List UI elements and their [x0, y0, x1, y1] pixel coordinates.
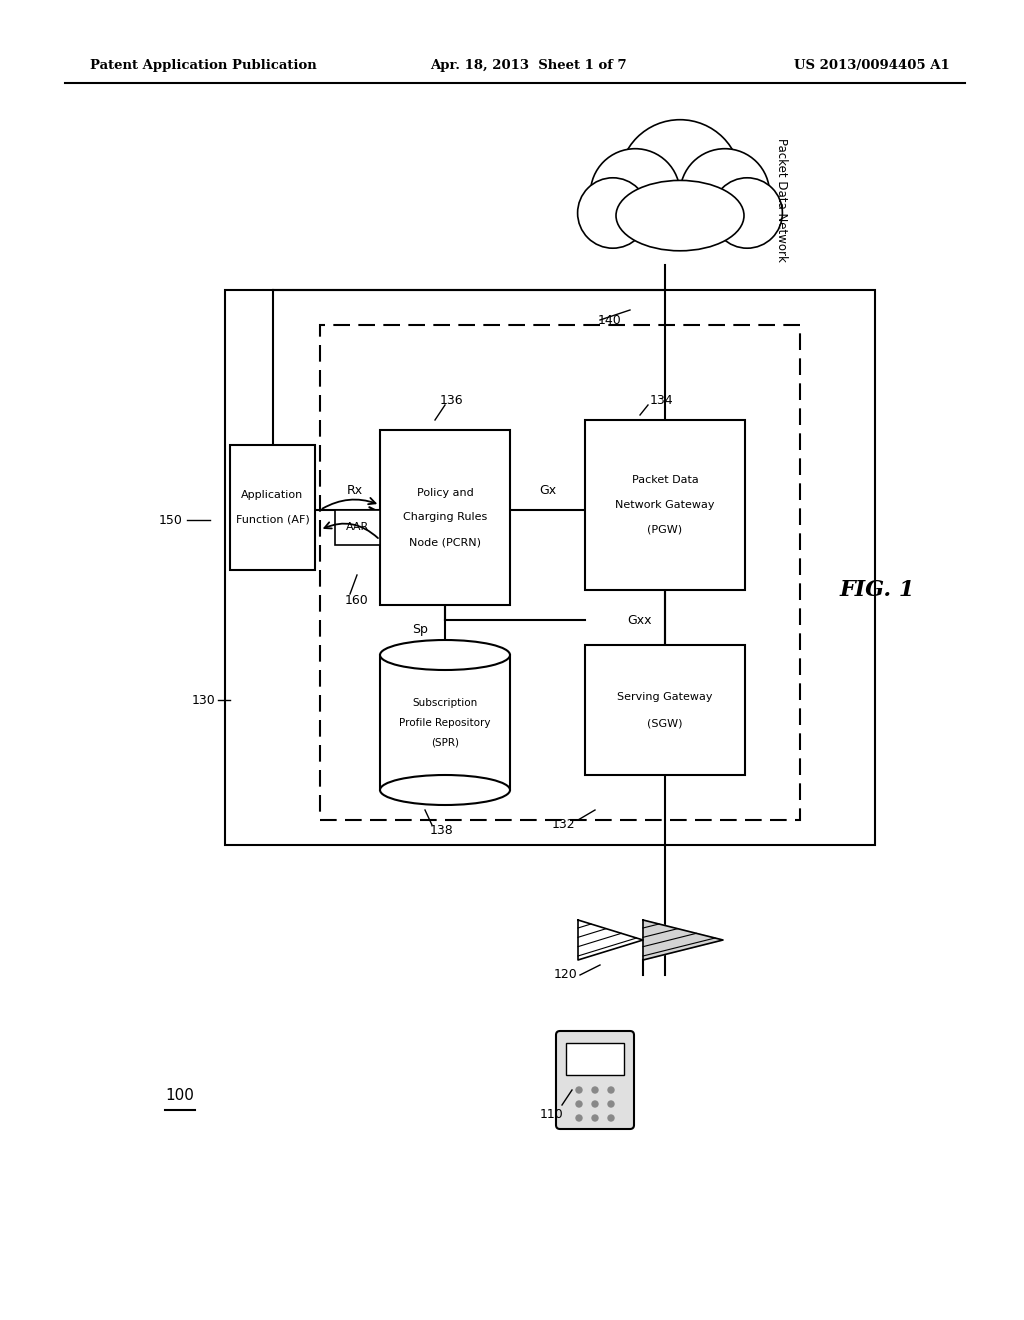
- Text: Serving Gateway: Serving Gateway: [617, 692, 713, 702]
- Text: 100: 100: [165, 1088, 194, 1102]
- Circle shape: [592, 1115, 598, 1121]
- Text: 150: 150: [159, 513, 183, 527]
- Bar: [566, 1043, 624, 1074]
- Text: Rx: Rx: [347, 483, 364, 496]
- Bar: [585, 420, 745, 590]
- Text: Apr. 18, 2013  Sheet 1 of 7: Apr. 18, 2013 Sheet 1 of 7: [430, 58, 627, 71]
- Ellipse shape: [712, 178, 782, 248]
- Text: 120: 120: [553, 969, 577, 982]
- Text: Patent Application Publication: Patent Application Publication: [90, 58, 316, 71]
- Text: (SGW): (SGW): [647, 718, 683, 729]
- Text: Packet Data Network: Packet Data Network: [775, 139, 788, 261]
- Text: Packet Data: Packet Data: [632, 475, 698, 484]
- Text: Policy and: Policy and: [417, 487, 473, 498]
- Ellipse shape: [591, 149, 680, 239]
- Text: 130: 130: [191, 693, 215, 706]
- Circle shape: [608, 1086, 614, 1093]
- Circle shape: [575, 1115, 582, 1121]
- Text: Gxx: Gxx: [628, 614, 652, 627]
- Text: 136: 136: [440, 393, 464, 407]
- Ellipse shape: [578, 178, 648, 248]
- Text: FIG. 1: FIG. 1: [840, 579, 915, 601]
- Text: 132: 132: [551, 818, 575, 832]
- Bar: [380, 655, 510, 789]
- Text: Subscription: Subscription: [413, 697, 477, 708]
- FancyArrowPatch shape: [325, 523, 378, 539]
- Text: US 2013/0094405 A1: US 2013/0094405 A1: [795, 58, 950, 71]
- Bar: [380, 430, 510, 605]
- Ellipse shape: [380, 775, 510, 805]
- Circle shape: [608, 1115, 614, 1121]
- Text: 140: 140: [598, 314, 622, 326]
- Text: 134: 134: [650, 393, 674, 407]
- Bar: [225, 290, 874, 845]
- Bar: [319, 325, 800, 820]
- Text: (PGW): (PGW): [647, 525, 683, 535]
- Text: Profile Repository: Profile Repository: [399, 718, 490, 727]
- Text: Gx: Gx: [540, 483, 557, 496]
- FancyBboxPatch shape: [556, 1031, 634, 1129]
- Circle shape: [592, 1086, 598, 1093]
- Bar: [230, 445, 315, 570]
- Ellipse shape: [380, 640, 510, 671]
- Polygon shape: [578, 920, 643, 960]
- Text: Sp: Sp: [412, 623, 428, 636]
- Polygon shape: [643, 920, 723, 960]
- Circle shape: [575, 1101, 582, 1107]
- Text: 110: 110: [540, 1109, 564, 1122]
- Text: Charging Rules: Charging Rules: [402, 512, 487, 523]
- Circle shape: [575, 1086, 582, 1093]
- Bar: [335, 510, 380, 545]
- Text: Node (PCRN): Node (PCRN): [409, 537, 481, 548]
- Ellipse shape: [620, 120, 740, 242]
- Text: Application: Application: [242, 491, 304, 500]
- Text: (SPR): (SPR): [431, 738, 459, 747]
- Circle shape: [608, 1101, 614, 1107]
- FancyArrowPatch shape: [323, 498, 376, 508]
- Text: 160: 160: [345, 594, 369, 606]
- Text: Network Gateway: Network Gateway: [615, 500, 715, 510]
- Circle shape: [592, 1101, 598, 1107]
- Ellipse shape: [680, 149, 770, 239]
- Text: 138: 138: [430, 824, 454, 837]
- Text: AAR: AAR: [346, 523, 369, 532]
- Bar: [585, 645, 745, 775]
- Ellipse shape: [616, 181, 744, 251]
- Text: Function (AF): Function (AF): [236, 515, 309, 524]
